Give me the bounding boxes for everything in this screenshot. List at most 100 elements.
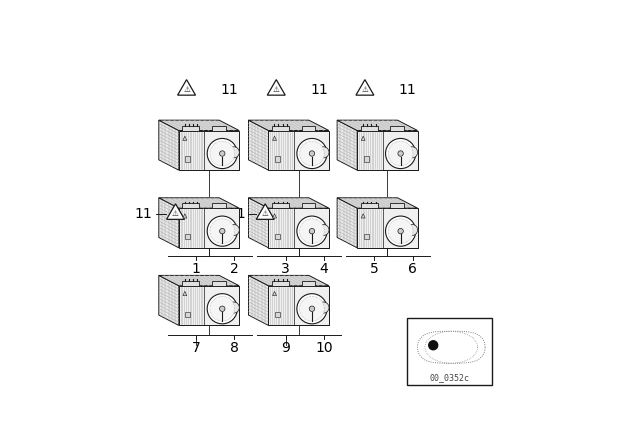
Circle shape	[228, 224, 239, 236]
Circle shape	[228, 147, 239, 158]
Polygon shape	[159, 120, 179, 170]
Bar	[275, 311, 280, 317]
Polygon shape	[248, 198, 329, 208]
Bar	[275, 156, 280, 162]
Text: 00_0352c: 00_0352c	[429, 373, 470, 382]
Bar	[272, 126, 289, 130]
Polygon shape	[159, 276, 239, 286]
Circle shape	[228, 302, 239, 313]
Polygon shape	[361, 136, 365, 140]
Circle shape	[220, 151, 225, 156]
Bar	[182, 203, 199, 208]
Text: 9: 9	[281, 341, 290, 355]
Bar	[186, 311, 190, 317]
Bar	[269, 286, 329, 325]
Bar	[182, 126, 199, 130]
Polygon shape	[337, 198, 417, 208]
Circle shape	[406, 224, 418, 236]
Bar	[212, 281, 225, 286]
Text: 11: 11	[399, 83, 417, 97]
Bar	[179, 130, 239, 170]
Bar	[182, 281, 199, 286]
Polygon shape	[268, 80, 285, 95]
Bar	[179, 208, 239, 248]
Bar	[357, 208, 417, 248]
Circle shape	[300, 219, 324, 244]
Polygon shape	[273, 291, 276, 296]
Bar	[390, 126, 404, 130]
Bar	[390, 203, 404, 208]
Bar	[361, 126, 378, 130]
Circle shape	[429, 341, 438, 350]
Polygon shape	[248, 276, 329, 286]
Bar	[301, 126, 316, 130]
Polygon shape	[248, 198, 269, 248]
Text: 8: 8	[230, 341, 239, 355]
Circle shape	[309, 151, 315, 156]
Text: 5: 5	[370, 262, 379, 276]
Text: 3: 3	[281, 262, 290, 276]
Polygon shape	[248, 120, 269, 170]
Text: 6: 6	[408, 262, 417, 276]
Circle shape	[318, 224, 329, 236]
Bar	[272, 281, 289, 286]
Bar	[272, 203, 289, 208]
Circle shape	[309, 306, 315, 311]
Polygon shape	[337, 120, 357, 170]
Text: 11: 11	[310, 83, 328, 97]
Polygon shape	[248, 120, 329, 130]
Bar	[301, 281, 316, 286]
Polygon shape	[177, 80, 196, 95]
Polygon shape	[273, 214, 276, 218]
Bar	[275, 234, 280, 240]
Polygon shape	[166, 204, 184, 220]
Text: 11: 11	[228, 207, 246, 221]
Bar	[364, 234, 369, 240]
Circle shape	[318, 147, 329, 158]
Circle shape	[210, 141, 235, 166]
Polygon shape	[183, 136, 187, 140]
Circle shape	[220, 306, 225, 311]
Circle shape	[207, 138, 237, 168]
Circle shape	[207, 216, 237, 246]
Bar	[357, 130, 417, 170]
Circle shape	[398, 228, 403, 234]
Bar	[186, 156, 190, 162]
Text: 11: 11	[220, 83, 238, 97]
Text: ⚠: ⚠	[262, 209, 269, 218]
Circle shape	[309, 228, 315, 234]
Polygon shape	[159, 198, 239, 208]
Circle shape	[297, 138, 327, 168]
Bar	[301, 203, 316, 208]
Circle shape	[398, 151, 403, 156]
Circle shape	[297, 294, 327, 324]
Polygon shape	[183, 214, 187, 218]
Text: ⚠: ⚠	[273, 85, 280, 94]
Polygon shape	[337, 198, 357, 248]
Circle shape	[207, 294, 237, 324]
Polygon shape	[361, 214, 365, 218]
Text: ⚠: ⚠	[172, 209, 179, 218]
Circle shape	[210, 219, 235, 244]
Circle shape	[388, 141, 413, 166]
Text: 10: 10	[315, 341, 333, 355]
Polygon shape	[256, 204, 274, 220]
Polygon shape	[248, 276, 269, 325]
Polygon shape	[337, 120, 417, 130]
Text: ⚠: ⚠	[183, 85, 190, 94]
Bar	[407, 318, 492, 385]
Text: 7: 7	[191, 341, 200, 355]
Circle shape	[385, 216, 416, 246]
Bar	[269, 208, 329, 248]
Bar	[179, 286, 239, 325]
Circle shape	[297, 216, 327, 246]
Polygon shape	[273, 136, 276, 140]
Text: 2: 2	[230, 262, 239, 276]
Polygon shape	[356, 80, 374, 95]
Circle shape	[318, 302, 329, 313]
Bar	[364, 156, 369, 162]
Polygon shape	[159, 120, 239, 130]
Circle shape	[300, 141, 324, 166]
Bar	[186, 234, 190, 240]
Text: 4: 4	[319, 262, 328, 276]
